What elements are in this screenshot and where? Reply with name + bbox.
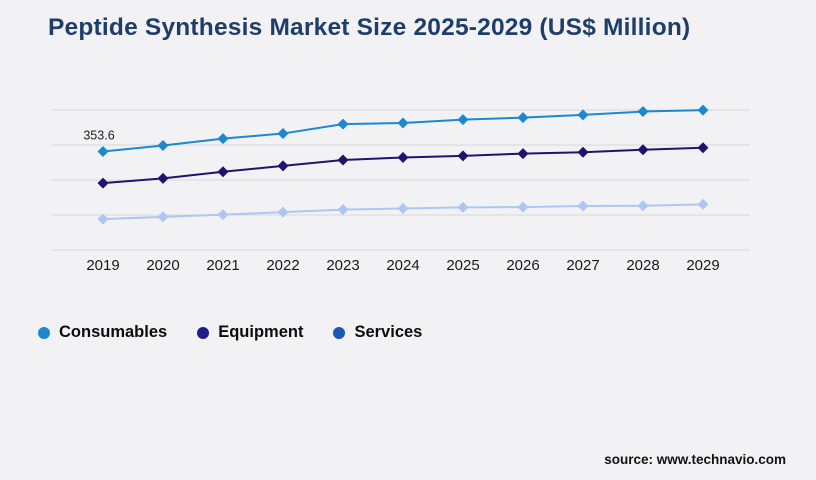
marker-consumables-2019 (97, 145, 109, 157)
marker-consumables-2020 (157, 140, 169, 152)
marker-equipment-2023 (337, 154, 349, 166)
marker-equipment-2025 (457, 150, 469, 162)
marker-services-2021 (217, 209, 229, 221)
marker-consumables-2022 (277, 128, 289, 140)
marker-equipment-2022 (277, 160, 289, 172)
marker-services-2022 (277, 206, 289, 218)
marker-services-2025 (457, 201, 469, 213)
marker-equipment-2026 (517, 148, 529, 160)
marker-consumables-2027 (577, 109, 589, 121)
legend-label-services: Services (354, 323, 423, 341)
legend-item-consumables: Consumables (38, 323, 167, 342)
marker-services-2027 (577, 200, 589, 212)
legend-dot-consumables (38, 326, 50, 339)
marker-consumables-2026 (517, 112, 529, 124)
marker-equipment-2019 (97, 177, 109, 189)
x-tick-2022: 2022 (266, 257, 299, 274)
x-tick-2028: 2028 (626, 257, 659, 274)
marker-consumables-2028 (637, 106, 649, 118)
marker-consumables-2024 (397, 117, 409, 129)
marker-services-2020 (157, 211, 169, 223)
marker-services-2019 (97, 213, 109, 225)
legend-item-equipment: Equipment (197, 323, 303, 342)
x-tick-2019: 2019 (86, 257, 119, 274)
x-tick-2021: 2021 (206, 257, 239, 274)
x-tick-2029: 2029 (686, 257, 719, 274)
marker-equipment-2027 (577, 146, 589, 158)
marker-consumables-2025 (457, 114, 469, 126)
marker-consumables-2021 (217, 133, 229, 145)
x-tick-2024: 2024 (386, 257, 419, 274)
legend-dot-services (333, 326, 346, 339)
marker-equipment-2024 (397, 152, 409, 164)
legend-label-equipment: Equipment (218, 323, 304, 341)
marker-services-2026 (517, 201, 529, 213)
marker-consumables-2023 (337, 118, 349, 130)
x-tick-2023: 2023 (326, 257, 359, 274)
legend-item-services: Services (333, 323, 422, 342)
chart-title: Peptide Synthesis Market Size 2025-2029 … (48, 14, 691, 41)
marker-services-2024 (397, 202, 409, 214)
x-tick-2020: 2020 (146, 257, 179, 274)
marker-equipment-2028 (637, 144, 649, 156)
legend-dot-equipment (197, 326, 210, 339)
marker-equipment-2021 (217, 166, 229, 178)
marker-equipment-2020 (157, 172, 169, 184)
x-tick-2026: 2026 (506, 257, 539, 274)
x-tick-2027: 2027 (566, 257, 599, 274)
source-attribution: source: www.technavio.com (604, 452, 786, 467)
marker-equipment-2029 (697, 142, 709, 154)
market-size-line-chart: 2019 2020 2021 2022 2023 2024 2025 2026 2027 2028… (51, 104, 750, 274)
marker-services-2029 (697, 198, 709, 210)
x-tick-2025: 2025 (446, 257, 479, 274)
marker-services-2028 (637, 200, 649, 212)
marker-services-2023 (337, 204, 349, 216)
marker-consumables-2029 (697, 104, 709, 116)
legend-label-consumables: Consumables (59, 323, 168, 341)
data-label-consumables-2019: 353.6 (83, 128, 114, 142)
chart-legend: Consumables Equipment Services (38, 323, 452, 342)
